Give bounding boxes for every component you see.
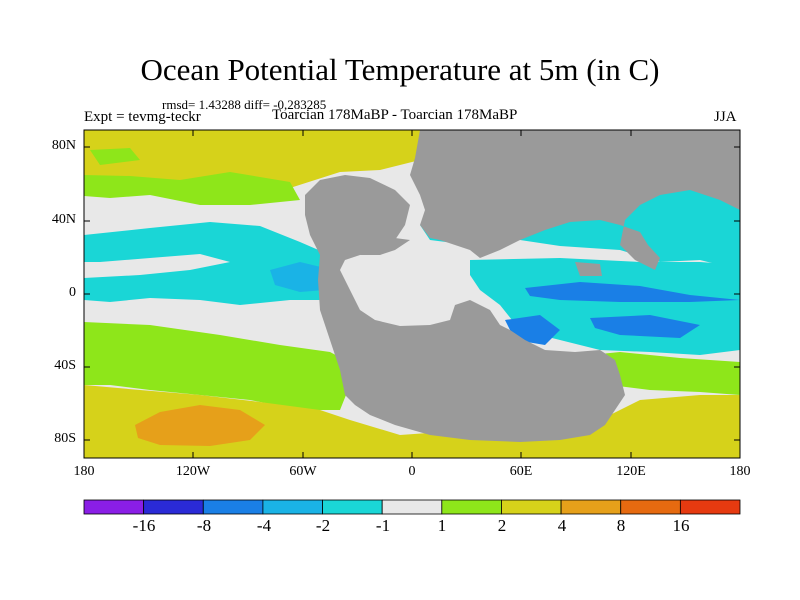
colorbar-label: -16 [132,516,156,535]
season-label: JJA [714,109,737,125]
colorbar-label: -8 [196,516,212,535]
north-green-band [84,172,300,205]
map-field [84,130,740,458]
colorbar-label: 2 [497,516,507,535]
colorbar-label: 8 [616,516,626,535]
x-label-120w: 120W [175,464,211,479]
y-label-80s: 80S [54,431,76,446]
colorbar-label: 1 [437,516,447,535]
colorbar-swatch [143,499,204,515]
y-label-80n: 80N [51,138,76,153]
x-label-180-west: 180 [73,464,95,479]
colorbar-swatch [620,499,681,515]
plot-title: Ocean Potential Temperature at 5m (in C) [140,52,660,87]
tethys-island [575,262,602,276]
colorbar-label: -4 [256,516,272,535]
colorbar-swatch [679,499,741,515]
y-label-equator: 0 [69,285,76,300]
axis-ticks [84,130,740,458]
colorbar-swatch [560,499,622,515]
west-cyan-band [84,222,330,305]
colorbar-swatch [322,499,383,515]
colorbar-swatch [501,499,562,515]
east-cyan-region [420,175,740,270]
southern-orange-core [135,405,265,446]
x-label-120e: 120E [616,464,646,479]
west-blue-core [270,262,325,292]
arctic-island [485,168,515,186]
africa-coastal-islet [455,312,478,326]
y-label-40s: 40S [54,358,76,373]
rmsd-diff-stats: rmsd= 1.43288 diff= -0,283285 [162,97,327,112]
colorbar-swatch [381,499,443,515]
comparison-subtitle: Toarcian 178MaBP - Toarcian 178MaBP [272,107,518,123]
tethys-blue-core-east [590,315,700,338]
arctic-green-patch [90,148,140,165]
laurasia-landmass [410,130,740,270]
y-label-40n: 40N [51,212,76,227]
colorbar [83,499,741,515]
south-green-band [84,322,350,410]
colorbar-swatch [441,499,502,515]
colorbar-label: -1 [375,516,391,535]
colorbar-swatch [202,499,264,515]
colorbar-swatch [83,499,145,515]
colorbar-label: -2 [315,516,331,535]
colorbar-label: 4 [557,516,567,535]
land-bridge [360,238,410,255]
colorbar-swatch [262,499,323,515]
experiment-label: Expt = tevmg-teckr [84,109,201,125]
x-label-60e: 60E [509,464,533,479]
colorbar-label: 16 [672,516,690,535]
x-label-180-east: 180 [729,464,751,479]
x-label-0: 0 [408,464,416,479]
tethys-blue-core-north [525,282,740,302]
x-label-60w: 60W [289,464,317,479]
